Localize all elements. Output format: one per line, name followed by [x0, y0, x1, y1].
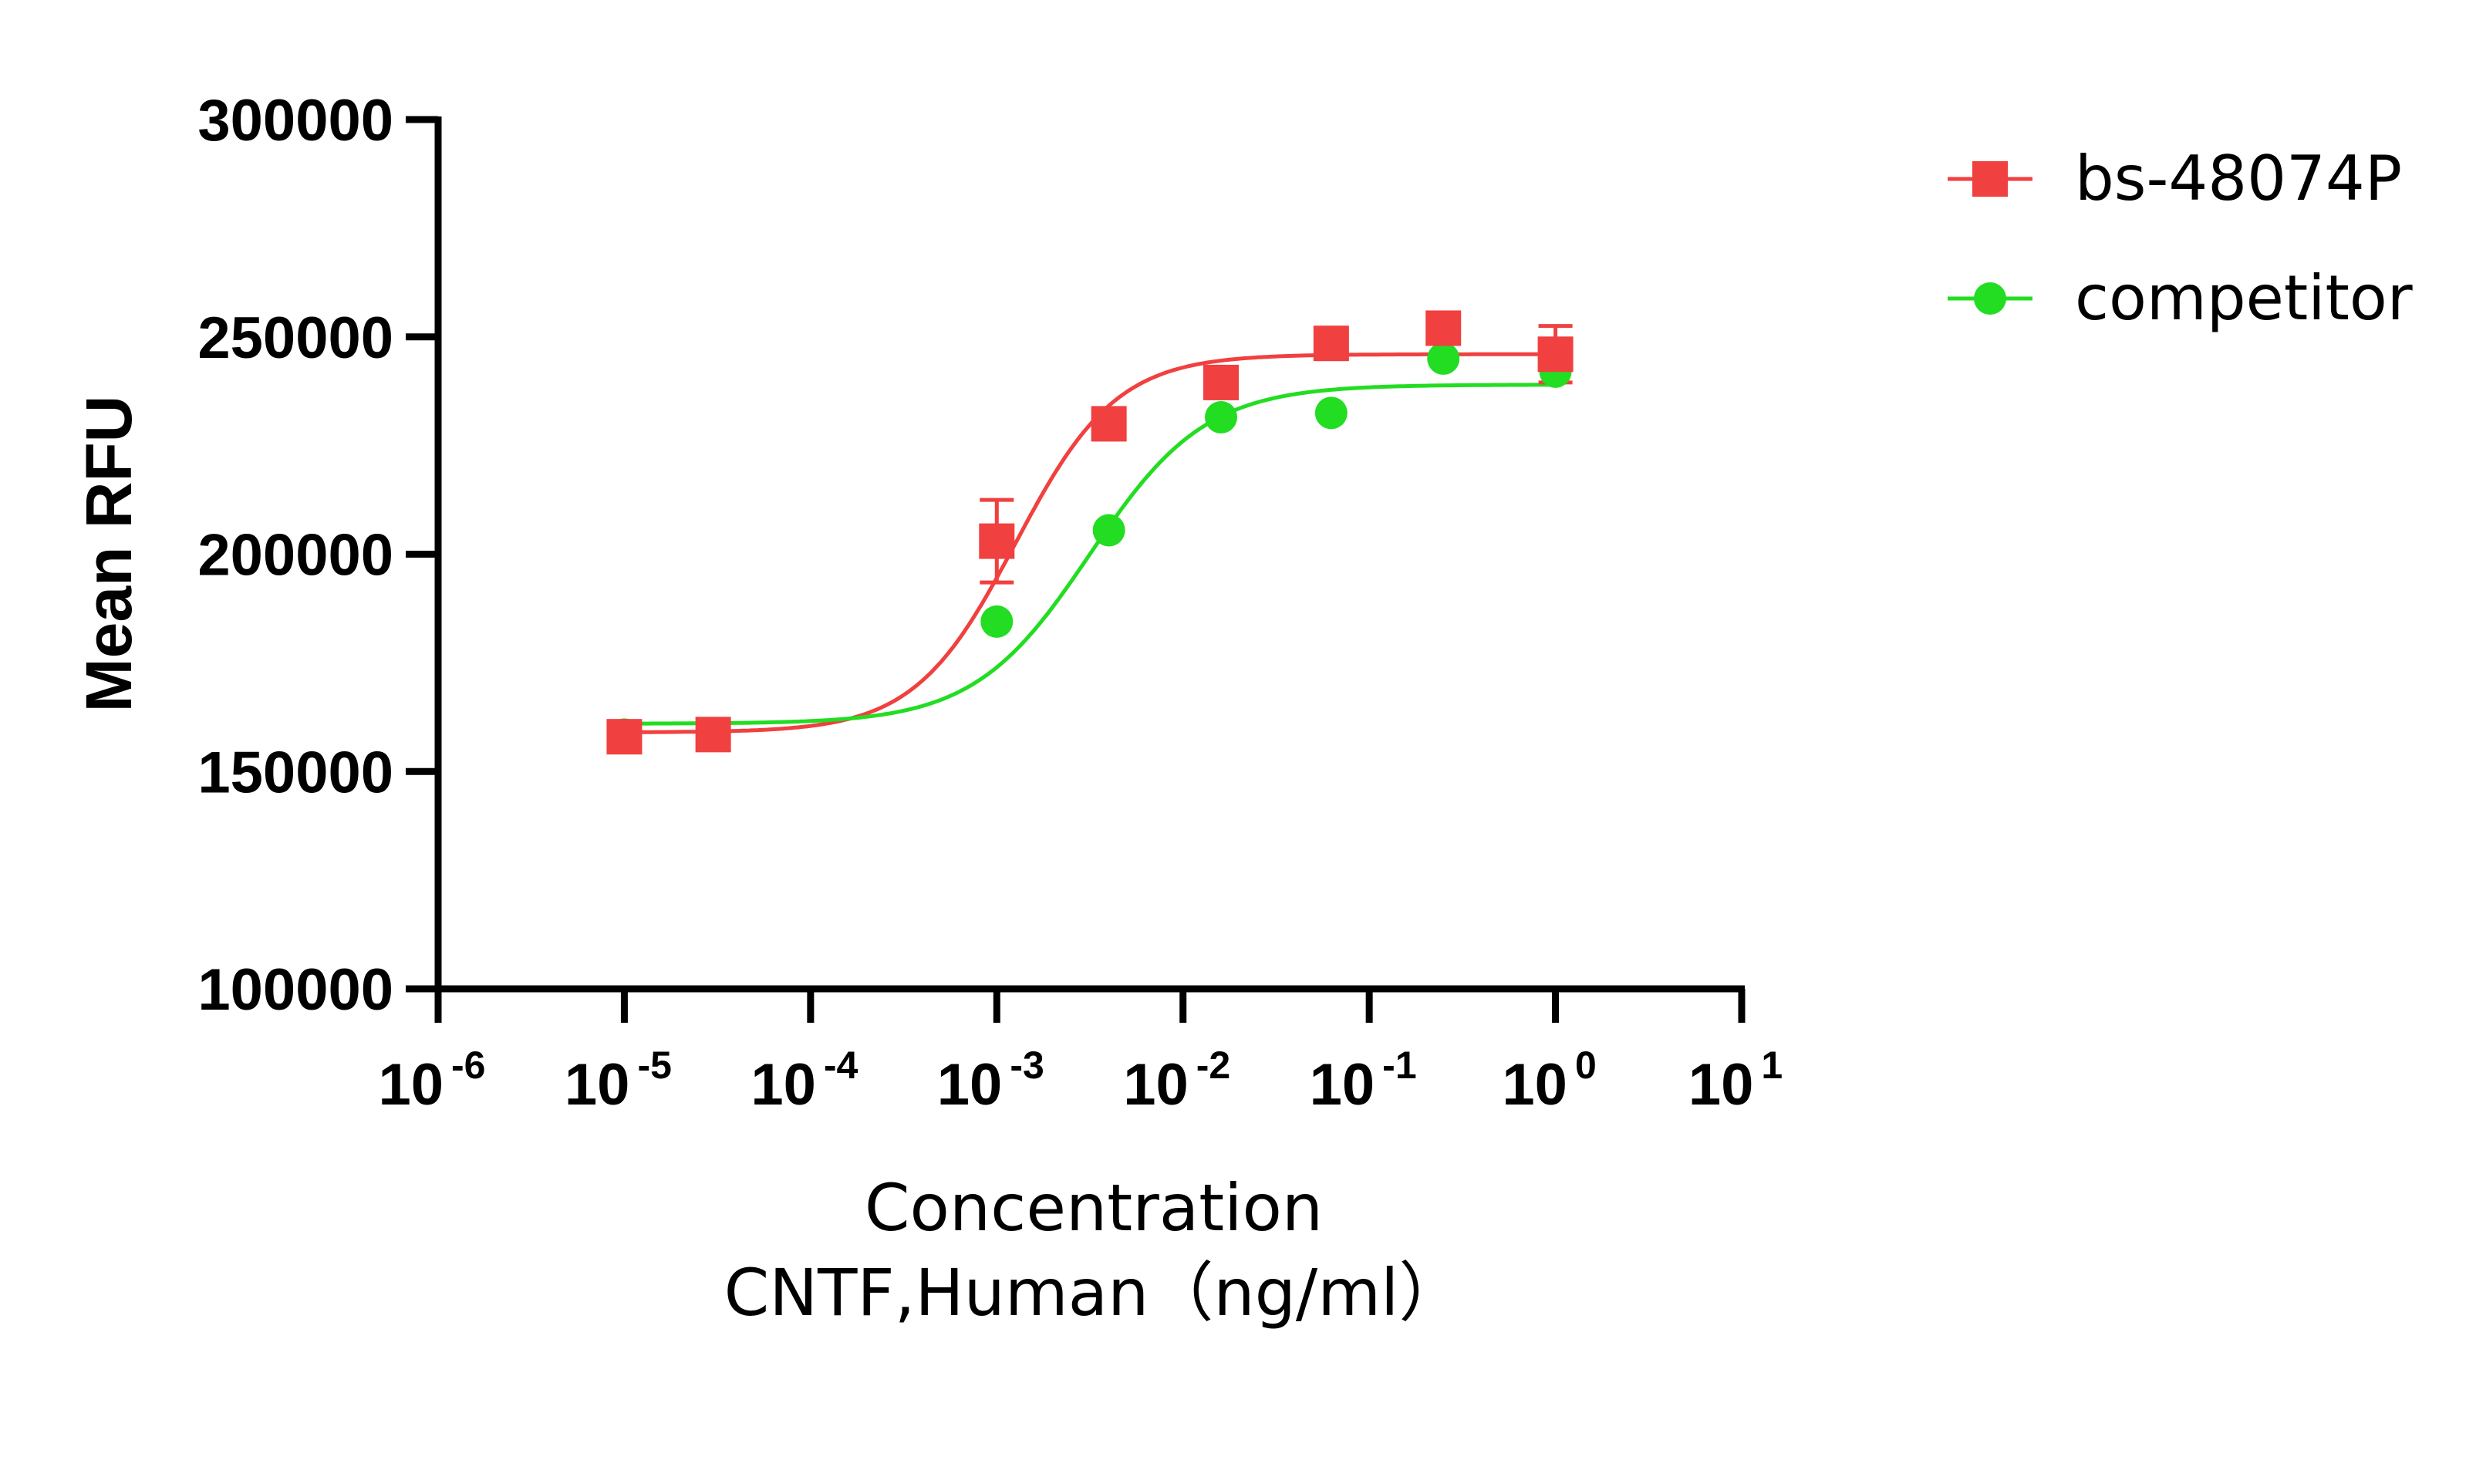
- data-point-square: [695, 717, 731, 753]
- x-tick-label: 10 -6: [378, 1044, 485, 1118]
- data-point-square: [1537, 336, 1574, 373]
- x-tick-label: 10 -2: [1123, 1044, 1230, 1118]
- data-point-square: [1425, 310, 1462, 346]
- data-point-square: [1313, 325, 1349, 362]
- data-point-circle: [1204, 400, 1237, 433]
- x-tick-label: 10 0: [1502, 1044, 1596, 1118]
- x-tick-label: 10 1: [1688, 1044, 1783, 1118]
- data-point-square: [1091, 406, 1127, 442]
- y-tick-label: 300000: [197, 88, 393, 153]
- x-tick-label: 10 -4: [751, 1044, 858, 1118]
- legend-label: competitor: [2075, 262, 2413, 334]
- x-axis-label-line2: CNTF,Human（ng/ml）: [724, 1255, 1464, 1331]
- data-point-circle: [1314, 396, 1348, 430]
- legend-label: bs-48074P: [2075, 143, 2402, 214]
- y-ticks: 100000 150000 200000 250000 300000: [197, 88, 438, 1023]
- y-tick-label: 200000: [197, 523, 393, 589]
- fit-curve-square: [624, 352, 1556, 734]
- data-point-square: [1203, 364, 1239, 400]
- data-point-circle: [1092, 514, 1125, 547]
- data-point-circle: [1427, 342, 1460, 375]
- legend-entry: competitor: [1948, 262, 2413, 334]
- y-tick-label: 100000: [197, 957, 393, 1023]
- data-point-circle: [980, 605, 1014, 638]
- x-ticks: 10 -6 10 -5 10 -4 10 -3 10 -2 10 -1 10 0 10 1: [378, 989, 1783, 1118]
- data-points: [606, 310, 1574, 755]
- x-tick-label: 10 -5: [565, 1044, 672, 1118]
- y-tick-label: 150000: [197, 740, 393, 805]
- legend-entry: bs-48074P: [1948, 143, 2402, 214]
- y-tick-label: 250000: [197, 305, 393, 371]
- data-point-square: [606, 719, 643, 755]
- x-tick-label: 10 -1: [1310, 1044, 1417, 1118]
- fit-curve-circle: [624, 383, 1556, 726]
- fit-curves: [624, 352, 1556, 734]
- legend-marker-square: [1972, 161, 2008, 197]
- x-tick-label: 10 -3: [937, 1044, 1044, 1118]
- legend: bs-48074P competitor: [1948, 143, 2413, 334]
- y-axis-label: Mean RFU: [73, 396, 145, 713]
- data-point-square: [979, 523, 1015, 559]
- x-axis-label-line1: Concentration: [865, 1170, 1323, 1246]
- legend-marker-circle: [1974, 282, 2006, 315]
